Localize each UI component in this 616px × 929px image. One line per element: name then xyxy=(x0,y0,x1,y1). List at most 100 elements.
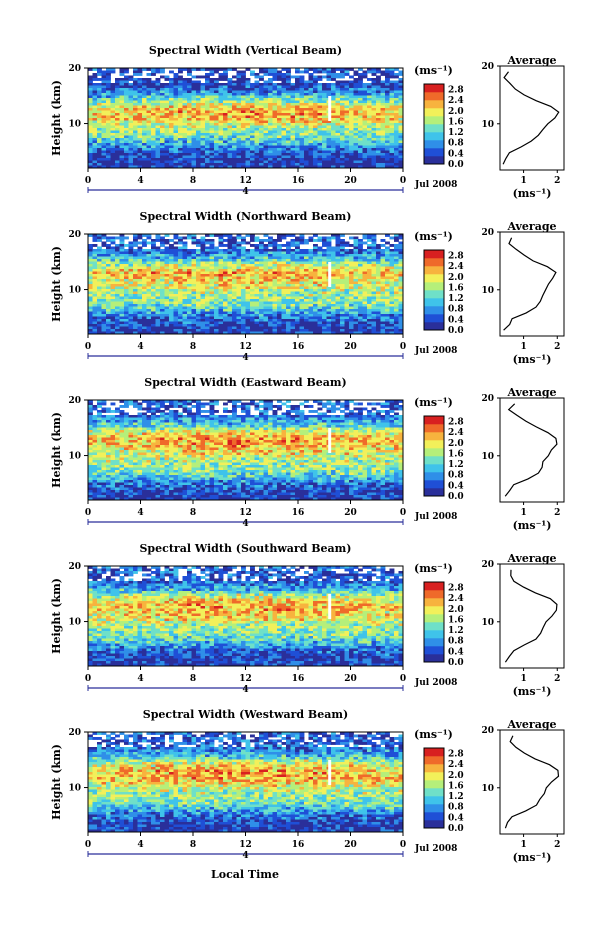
heatmap-cell xyxy=(259,314,264,317)
heatmap-cell xyxy=(290,256,296,260)
heatmap-cell xyxy=(245,309,251,312)
heatmap-cell xyxy=(232,246,237,250)
colorbar-segment xyxy=(424,156,444,165)
heatmap-cell xyxy=(133,294,138,297)
heatmap-cell xyxy=(259,110,264,114)
heatmap-cell xyxy=(205,234,210,237)
heatmap-cell xyxy=(173,269,179,272)
heatmap-cell xyxy=(268,319,273,322)
heatmap-cell xyxy=(128,150,134,154)
heatmap-cell xyxy=(106,128,111,131)
heatmap-cell xyxy=(128,133,134,136)
heatmap-cell xyxy=(367,120,372,124)
heatmap-cell xyxy=(250,261,255,265)
heatmap-cell xyxy=(124,296,129,300)
heatmap-cell xyxy=(295,148,300,151)
heatmap-cell xyxy=(281,105,287,109)
heatmap-cell xyxy=(389,261,395,265)
heatmap-cell xyxy=(286,70,291,74)
heatmap-cell xyxy=(164,251,170,255)
heatmap-cell xyxy=(290,100,296,104)
heatmap-cell xyxy=(250,130,255,134)
heatmap-cell xyxy=(272,98,278,101)
heatmap-cell xyxy=(241,140,246,144)
heatmap-cell xyxy=(277,93,282,96)
heatmap-cell xyxy=(227,85,233,89)
heatmap-cell xyxy=(281,110,287,114)
heatmap-cell xyxy=(259,108,264,111)
heatmap-cell xyxy=(380,259,386,262)
heatmap-cell xyxy=(205,143,210,146)
heatmap-cell xyxy=(101,75,107,79)
heatmap-cell xyxy=(317,165,323,169)
heatmap-cell xyxy=(322,108,327,111)
heatmap-cell xyxy=(358,83,363,86)
heatmap-cell xyxy=(299,110,305,114)
heatmap-cell xyxy=(313,296,318,300)
heatmap-cell xyxy=(151,95,156,99)
heatmap-cell xyxy=(308,284,314,287)
heatmap-cell xyxy=(187,299,192,302)
heatmap-cell xyxy=(286,145,291,149)
heatmap-cell xyxy=(155,78,161,81)
heatmap-cell xyxy=(277,123,282,126)
heatmap-cell xyxy=(358,120,363,124)
heatmap-cell xyxy=(173,286,179,290)
heatmap-cell xyxy=(304,150,309,154)
heatmap-cell xyxy=(223,108,228,111)
heatmap-cell xyxy=(223,98,228,101)
heatmap-cell xyxy=(281,254,287,257)
heatmap-cell xyxy=(128,138,134,141)
heatmap-cell xyxy=(380,150,386,154)
heatmap-cell xyxy=(281,143,287,146)
heatmap-cell xyxy=(376,80,381,84)
heatmap-cell xyxy=(259,120,264,124)
heatmap-cell xyxy=(250,118,255,121)
heatmap-cell xyxy=(128,165,134,169)
heatmap-cell xyxy=(196,95,201,99)
heatmap-cell xyxy=(389,254,395,257)
heatmap-cell xyxy=(367,78,372,81)
heatmap-cell xyxy=(191,234,197,237)
heatmap-cell xyxy=(317,246,323,250)
heatmap-cell xyxy=(146,286,152,290)
heatmap-cell xyxy=(128,254,134,257)
heatmap-cell xyxy=(133,143,138,146)
heatmap-cell xyxy=(308,100,314,104)
heatmap-cell xyxy=(362,158,368,161)
heatmap-cell xyxy=(115,83,120,86)
heatmap-cell xyxy=(146,274,152,277)
heatmap-cell xyxy=(313,306,318,310)
heatmap-cell xyxy=(155,88,161,91)
heatmap-cell xyxy=(389,128,395,131)
heatmap-cell xyxy=(263,90,269,94)
heatmap-cell xyxy=(137,93,143,96)
heatmap-cell xyxy=(196,98,201,101)
heatmap-cell xyxy=(124,75,129,79)
heatmap-cell xyxy=(169,284,174,287)
heatmap-cell xyxy=(173,98,179,101)
heatmap-cell xyxy=(146,269,152,272)
heatmap-cell xyxy=(173,319,179,322)
heatmap-cell xyxy=(308,138,314,141)
heatmap-cell xyxy=(133,133,138,136)
heatmap-cell xyxy=(106,155,111,159)
heatmap-cell xyxy=(295,163,300,166)
heatmap-cell xyxy=(380,118,386,121)
heatmap-cell xyxy=(164,85,170,89)
heatmap-cell xyxy=(263,105,269,109)
heatmap-cell xyxy=(286,276,291,280)
heatmap-cell xyxy=(367,239,372,242)
heatmap-cell xyxy=(133,304,138,307)
heatmap-cell xyxy=(362,306,368,310)
heatmap-cell xyxy=(317,296,323,300)
heatmap-cell xyxy=(308,153,314,156)
heatmap-cell xyxy=(335,93,341,96)
heatmap-cell xyxy=(88,299,93,302)
heatmap-cell xyxy=(362,135,368,139)
colorbar-tick-label: 0.4 xyxy=(448,149,464,159)
heatmap-cell xyxy=(92,244,98,247)
heatmap-cell xyxy=(101,284,107,287)
heatmap-cell xyxy=(101,80,107,84)
heatmap-cell xyxy=(358,68,363,71)
